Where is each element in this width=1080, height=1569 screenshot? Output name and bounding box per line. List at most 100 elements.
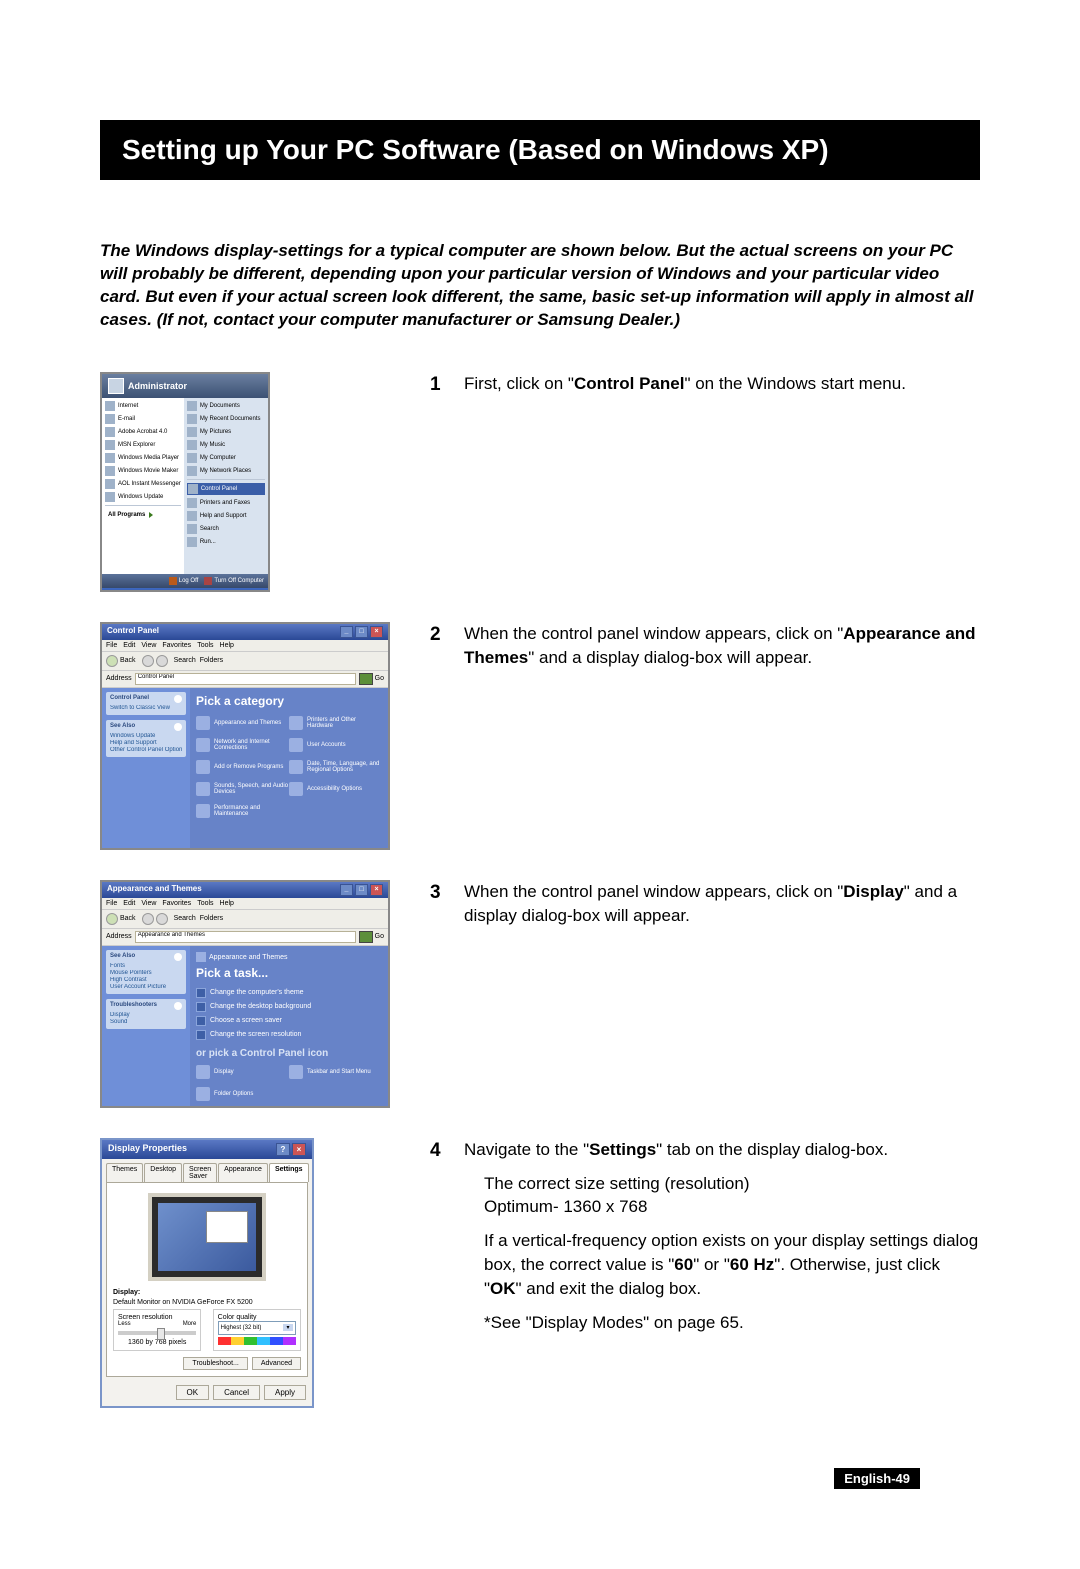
task-link[interactable]: Choose a screen saver: [196, 1016, 382, 1026]
menu-item[interactable]: Favorites: [162, 642, 191, 649]
color-quality-select[interactable]: Highest (32 bit)▾: [218, 1321, 296, 1335]
start-button[interactable]: start: [106, 590, 133, 592]
start-menu-item[interactable]: Help and Support: [187, 511, 265, 521]
menu-item[interactable]: Edit: [123, 900, 135, 907]
tab-screen-saver[interactable]: Screen Saver: [183, 1163, 217, 1182]
start-menu-item[interactable]: My Recent Documents: [187, 414, 265, 424]
side-link[interactable]: Windows Update: [110, 733, 182, 739]
go-button[interactable]: [359, 673, 373, 685]
side-link[interactable]: Display: [110, 1012, 182, 1018]
side-link[interactable]: Mouse Pointers: [110, 970, 182, 976]
side-link[interactable]: Help and Support: [110, 740, 182, 746]
start-menu-item[interactable]: My Music: [187, 440, 265, 450]
side-link[interactable]: Sound: [110, 1019, 182, 1025]
minimize-button[interactable]: _: [340, 884, 353, 896]
start-menu-item[interactable]: AOL Instant Messenger: [105, 479, 181, 489]
menu-item[interactable]: File: [106, 900, 117, 907]
start-menu-item[interactable]: Printers and Faxes: [187, 498, 265, 508]
back-button[interactable]: [106, 655, 118, 667]
go-button[interactable]: [359, 931, 373, 943]
task-link[interactable]: Change the screen resolution: [196, 1030, 382, 1040]
tab-themes[interactable]: Themes: [106, 1163, 143, 1182]
start-menu-item[interactable]: My Network Places: [187, 466, 265, 476]
start-menu-left-column: Internet E-mail Adobe Acrobat 4.0 MSN Explo…: [102, 398, 184, 574]
category-item[interactable]: Accessibility Options: [289, 782, 382, 796]
menu-item[interactable]: Edit: [123, 642, 135, 649]
cp-icon[interactable]: Display: [196, 1065, 289, 1079]
category-item[interactable]: Printers and Other Hardware: [289, 716, 382, 730]
tab-desktop[interactable]: Desktop: [144, 1163, 182, 1182]
start-menu-item[interactable]: Run...: [187, 537, 265, 547]
category-item[interactable]: Sounds, Speech, and Audio Devices: [196, 782, 289, 796]
maximize-button[interactable]: □: [355, 884, 368, 896]
forward-button[interactable]: [142, 655, 154, 667]
start-menu-item[interactable]: Adobe Acrobat 4.0: [105, 427, 181, 437]
category-item[interactable]: Add or Remove Programs: [196, 760, 289, 774]
user-avatar-icon: [108, 378, 124, 394]
forward-button[interactable]: [142, 913, 154, 925]
start-menu-control-panel[interactable]: Control Panel: [187, 483, 265, 495]
menu-item[interactable]: Help: [220, 642, 234, 649]
start-menu-item[interactable]: My Computer: [187, 453, 265, 463]
cancel-button[interactable]: Cancel: [213, 1385, 260, 1400]
category-item[interactable]: Appearance and Themes: [196, 716, 289, 730]
menu-item[interactable]: Favorites: [162, 900, 191, 907]
troubleshoot-button[interactable]: Troubleshoot...: [183, 1357, 247, 1370]
user-name: Administrator: [128, 381, 187, 391]
category-item[interactable]: User Accounts: [289, 738, 382, 752]
menu-item[interactable]: View: [141, 900, 156, 907]
or-pick-header: or pick a Control Panel icon: [196, 1048, 382, 1059]
up-button[interactable]: [156, 655, 168, 667]
maximize-button[interactable]: □: [355, 626, 368, 638]
tab-appearance[interactable]: Appearance: [218, 1163, 268, 1182]
start-menu-item[interactable]: Internet: [105, 401, 181, 411]
monitor-preview: [148, 1193, 266, 1281]
menu-item[interactable]: Help: [220, 900, 234, 907]
minimize-button[interactable]: _: [340, 626, 353, 638]
screenshot-appearance-themes: Appearance and Themes _ □ × File Edit View…: [100, 880, 390, 1108]
close-button[interactable]: ×: [370, 884, 383, 896]
category-item[interactable]: Date, Time, Language, and Regional Optio…: [289, 760, 382, 774]
step-number: 4: [430, 1138, 464, 1345]
side-link[interactable]: Fonts: [110, 963, 182, 969]
menu-item[interactable]: Tools: [197, 642, 213, 649]
start-menu-item[interactable]: My Pictures: [187, 427, 265, 437]
category-item[interactable]: Network and Internet Connections: [196, 738, 289, 752]
menu-item[interactable]: File: [106, 642, 117, 649]
turnoff-button[interactable]: Turn Off Computer: [204, 577, 264, 585]
task-link[interactable]: Change the computer's theme: [196, 988, 382, 998]
close-button[interactable]: ×: [370, 626, 383, 638]
side-link[interactable]: Switch to Classic View: [110, 705, 182, 711]
menu-item[interactable]: Tools: [197, 900, 213, 907]
start-menu-item[interactable]: MSN Explorer: [105, 440, 181, 450]
menu-item[interactable]: View: [141, 642, 156, 649]
start-menu-item[interactable]: Windows Movie Maker: [105, 466, 181, 476]
start-menu-item[interactable]: E-mail: [105, 414, 181, 424]
apply-button[interactable]: Apply: [264, 1385, 306, 1400]
all-programs[interactable]: All Programs: [105, 509, 181, 518]
help-button[interactable]: ?: [276, 1143, 290, 1156]
ok-button[interactable]: OK: [176, 1385, 210, 1400]
logoff-button[interactable]: Log Off: [169, 577, 199, 585]
task-link[interactable]: Change the desktop background: [196, 1002, 382, 1012]
cp-icon[interactable]: Taskbar and Start Menu: [289, 1065, 382, 1079]
step-2: Control Panel _ □ × File Edit View Favorite…: [100, 622, 980, 850]
side-link[interactable]: High Contrast: [110, 977, 182, 983]
advanced-button[interactable]: Advanced: [252, 1357, 301, 1370]
back-button[interactable]: [106, 913, 118, 925]
tab-settings[interactable]: Settings: [269, 1163, 309, 1182]
start-menu-item[interactable]: Windows Media Player: [105, 453, 181, 463]
address-field[interactable]: Appearance and Themes: [135, 931, 356, 943]
start-menu-item[interactable]: My Documents: [187, 401, 265, 411]
category-item[interactable]: Performance and Maintenance: [196, 804, 289, 818]
step-number: 1: [430, 372, 464, 406]
start-menu-item[interactable]: Windows Update: [105, 492, 181, 502]
close-button[interactable]: ×: [292, 1143, 306, 1156]
start-menu-item[interactable]: Search: [187, 524, 265, 534]
cp-icon[interactable]: Folder Options: [196, 1087, 289, 1101]
side-link[interactable]: Other Control Panel Options: [110, 747, 182, 753]
side-link[interactable]: User Account Picture: [110, 984, 182, 990]
up-button[interactable]: [156, 913, 168, 925]
resolution-slider[interactable]: [118, 1331, 196, 1335]
address-field[interactable]: Control Panel: [135, 673, 356, 685]
